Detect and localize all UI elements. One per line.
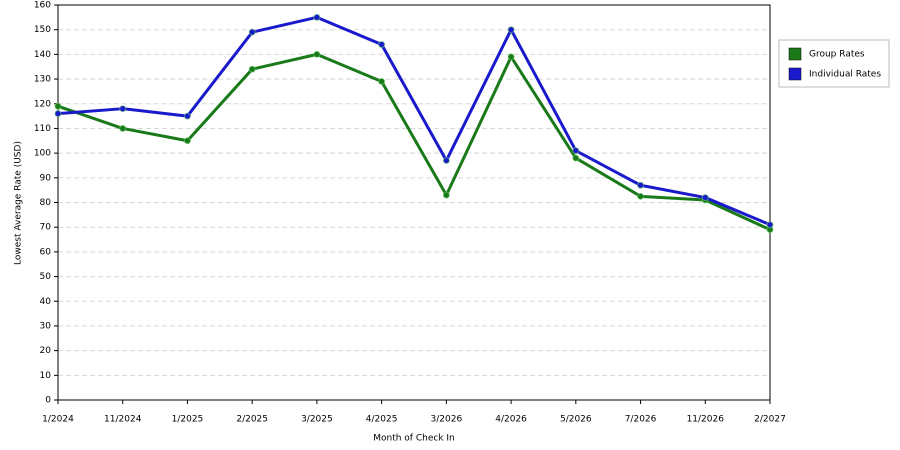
point — [701, 194, 709, 202]
y-tick-label: 130 — [34, 75, 51, 85]
x-tick-label: 5/2026 — [560, 415, 592, 425]
y-axis-title: Lowest Average Rate (USD) — [14, 141, 24, 265]
point — [442, 191, 450, 199]
y-tick-label: 120 — [34, 99, 51, 109]
point — [248, 28, 256, 36]
series-line — [57, 15, 771, 227]
y-tick-label: 10 — [40, 371, 52, 381]
point — [119, 105, 127, 113]
y-tick-label: 150 — [34, 25, 51, 35]
point — [378, 78, 386, 86]
y-tick-label: 70 — [40, 223, 52, 233]
point — [507, 53, 515, 61]
point — [183, 112, 191, 120]
plot-frame — [57, 4, 771, 401]
x-tick-label: 7/2026 — [625, 415, 657, 425]
x-tick-label: 4/2025 — [366, 415, 398, 425]
x-tick-label: 1/2024 — [42, 415, 74, 425]
point — [766, 221, 774, 229]
y-tick-label: 140 — [34, 50, 51, 60]
x-tick-label: 11/2026 — [687, 415, 725, 425]
point — [183, 137, 191, 145]
x-tick-label: 1/2025 — [172, 415, 204, 425]
y-tick-label: 20 — [40, 346, 52, 356]
series-line — [57, 52, 771, 232]
point — [119, 124, 127, 132]
point — [248, 65, 256, 73]
x-tick-label: 3/2025 — [301, 415, 333, 425]
y-tick-label: 50 — [40, 272, 52, 282]
point — [378, 41, 386, 48]
y-tick-label: 60 — [40, 247, 52, 257]
y-tick-label: 30 — [40, 321, 52, 331]
y-tick-label: 100 — [34, 149, 51, 159]
y-tick-label: 110 — [34, 124, 51, 134]
point — [54, 102, 62, 110]
point — [572, 147, 580, 155]
y-tick-label: 80 — [40, 198, 52, 208]
point — [637, 192, 645, 200]
x-tick-label: 3/2026 — [431, 415, 463, 425]
point — [54, 110, 62, 118]
point — [313, 13, 321, 21]
y-tick-label: 90 — [40, 173, 52, 183]
x-tick-label: 2/2025 — [236, 415, 268, 425]
legend-swatch — [788, 47, 802, 61]
legend-label: Individual Rates — [809, 70, 881, 80]
legend-swatch — [788, 67, 802, 81]
x-axis-title: Month of Check In — [373, 434, 455, 444]
y-tick-label: 40 — [40, 297, 52, 307]
y-tick-label: 0 — [45, 396, 51, 406]
point — [313, 50, 321, 58]
x-tick-label: 2/2027 — [754, 415, 786, 425]
y-tick-label: 160 — [34, 1, 51, 11]
point — [637, 181, 645, 189]
x-tick-label: 11/2024 — [104, 415, 142, 425]
point — [507, 26, 515, 34]
x-tick-label: 4/2026 — [495, 415, 527, 425]
legend-label: Group Rates — [809, 50, 865, 60]
point — [442, 157, 450, 165]
point — [572, 154, 580, 162]
